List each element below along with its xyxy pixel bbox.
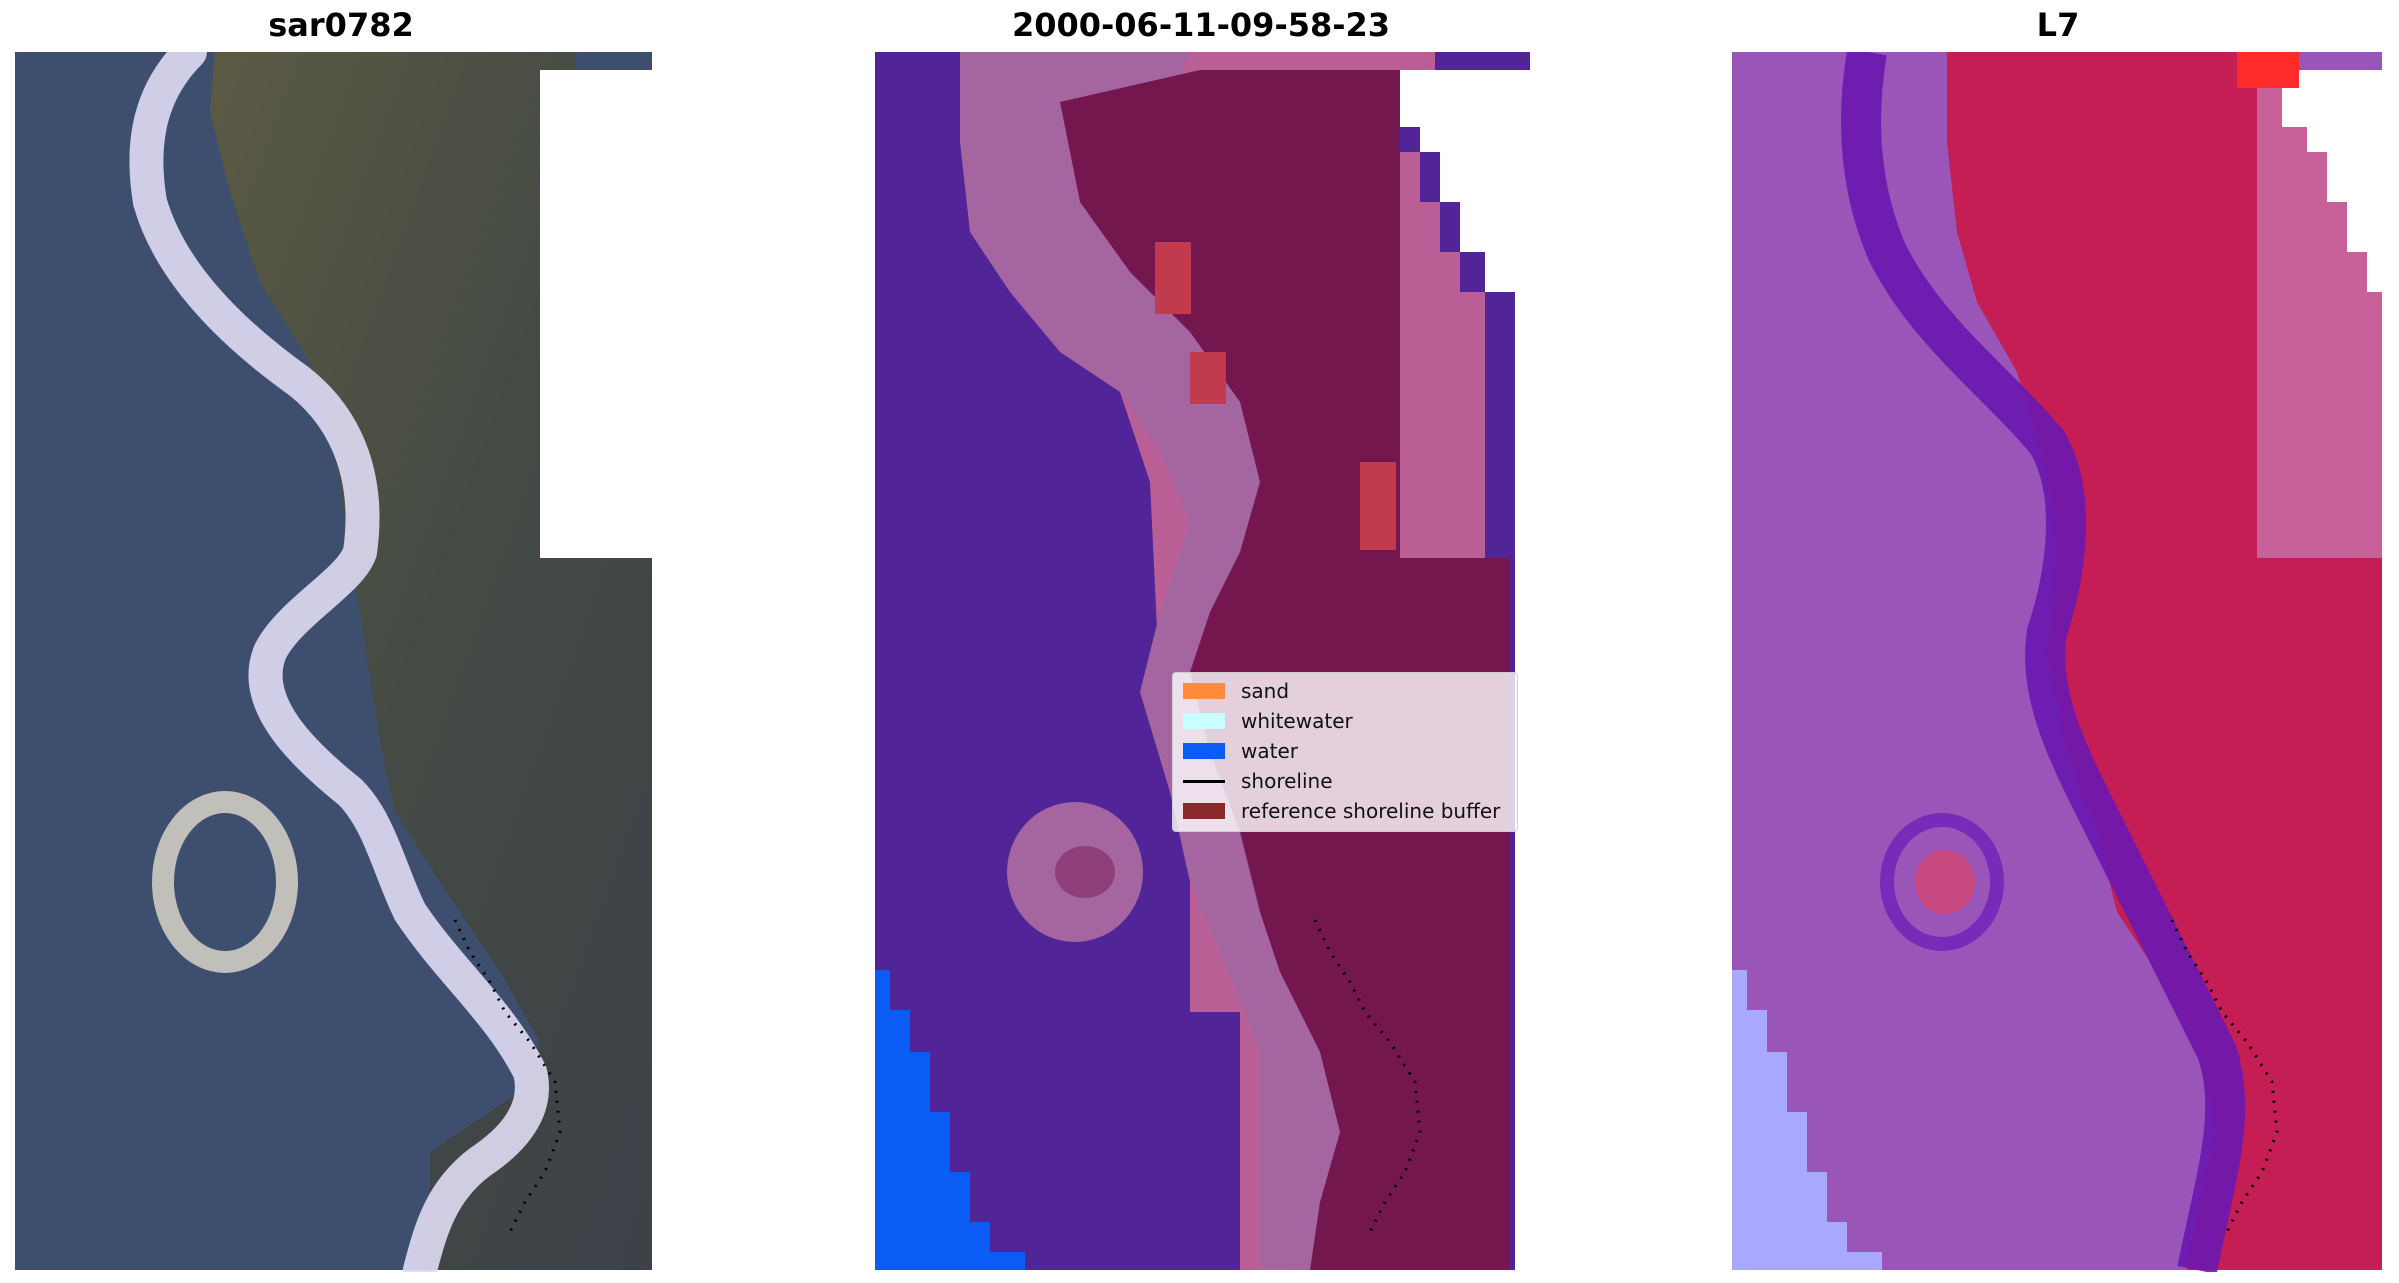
- legend-label-water: water: [1241, 739, 1298, 763]
- false-island: [1880, 813, 2004, 951]
- legend-label-buffer: reference shoreline buffer: [1241, 799, 1501, 823]
- false-nodata: [2282, 70, 2399, 1270]
- panel-title-rgb: sar0782: [268, 6, 414, 44]
- legend-label-sand: sand: [1241, 679, 1290, 703]
- class-island-core: [1055, 846, 1115, 898]
- rgb-island: [152, 791, 298, 973]
- legend-item-whitewater: whitewater: [1183, 709, 1353, 733]
- rgb-land: [210, 52, 652, 1270]
- class-patch-2: [1190, 352, 1226, 404]
- panel-title-classification: 2000-06-11-09-58-23: [1011, 6, 1391, 44]
- legend-item-buffer: reference shoreline buffer: [1183, 799, 1500, 823]
- legend-swatch-whitewater: [1183, 713, 1225, 729]
- false-color-image: [1732, 52, 2399, 1272]
- legend-swatch-sand: [1183, 683, 1225, 699]
- legend: sand whitewater water shoreline referenc…: [1172, 672, 1518, 832]
- rgb-sand: [129, 52, 549, 1272]
- legend-label-whitewater: whitewater: [1241, 709, 1353, 733]
- false-red-corner: [2237, 52, 2299, 88]
- class-nodata: [1400, 70, 1542, 1270]
- false-island-core: [1915, 850, 1975, 914]
- legend-swatch-shoreline: [1183, 779, 1225, 783]
- rgb-nodata: [540, 70, 652, 558]
- false-light-ocean: [1732, 970, 1882, 1270]
- false-dark-channel: [1841, 52, 2246, 1272]
- class-patch-1: [1155, 242, 1191, 314]
- class-buffer: [1060, 70, 1510, 1270]
- class-ocean-blue: [875, 970, 1025, 1270]
- legend-item-sand: sand: [1183, 679, 1289, 703]
- classification-image: [875, 52, 1542, 1270]
- panel-title-false-color: L7: [2036, 6, 2080, 44]
- legend-item-shoreline: shoreline: [1183, 769, 1333, 793]
- class-patch-3: [1360, 462, 1396, 550]
- legend-swatch-buffer: [1183, 803, 1225, 819]
- rgb-image: [15, 52, 652, 1272]
- legend-label-shoreline: shoreline: [1241, 769, 1333, 793]
- legend-swatch-water: [1183, 743, 1225, 759]
- false-outside: [2257, 70, 2382, 558]
- legend-item-water: water: [1183, 739, 1298, 763]
